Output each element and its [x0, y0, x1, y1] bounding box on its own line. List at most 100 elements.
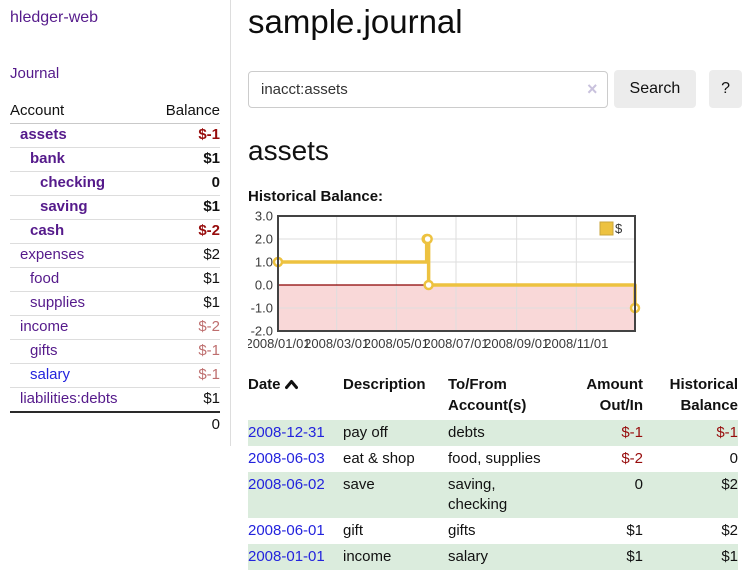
- account-link[interactable]: supplies: [30, 294, 86, 311]
- chart-canvas: $3.0 2.0 1.0 0.0 -1.0 -2.02008/01/012008/03/0…: [248, 211, 641, 351]
- register-col-description: Description: [343, 376, 426, 393]
- register-col-accounts: To/From Account(s): [448, 376, 527, 414]
- svg-text:2008/07/01: 2008/07/01: [423, 336, 488, 351]
- search-input[interactable]: [248, 70, 608, 108]
- main-content: sample.journal × Search ? assets Histori…: [248, 0, 742, 570]
- account-balance: $2: [203, 246, 220, 263]
- transaction-row: 2008-12-31 pay off debts $-1 $-1: [248, 420, 738, 446]
- svg-text:-2.0: -2.0: [251, 324, 273, 339]
- transaction-row: 2008-06-02 save saving, checking 0 $2: [248, 472, 738, 518]
- account-row: food $1: [10, 268, 220, 292]
- svg-text:1.0: 1.0: [255, 255, 273, 270]
- svg-text:2.0: 2.0: [255, 232, 273, 247]
- account-balance: $1: [203, 270, 220, 287]
- account-row: liabilities:debts $1: [10, 388, 220, 413]
- svg-text:2008/03/01: 2008/03/01: [304, 336, 369, 351]
- accounts-total-row: 0: [10, 411, 220, 437]
- historical-balance-chart: $3.0 2.0 1.0 0.0 -1.0 -2.0 2008/01/01 2008/03/0…: [248, 211, 742, 359]
- account-row: bank $1: [10, 148, 220, 172]
- account-link[interactable]: bank: [30, 150, 66, 167]
- account-link[interactable]: food: [30, 270, 60, 287]
- account-link[interactable]: checking: [40, 174, 106, 191]
- transaction-amount: $-1: [621, 424, 643, 441]
- app-title-link[interactable]: hledger-web: [10, 9, 99, 26]
- search-button[interactable]: Search: [613, 70, 697, 108]
- transaction-date-link[interactable]: 2008-01-01: [248, 548, 325, 565]
- accounts-col-account: Account: [10, 99, 150, 124]
- transaction-date: 2008-01-01: [248, 544, 343, 570]
- app-title: hledger-web: [10, 9, 220, 27]
- transaction-date: 2008-06-02: [248, 472, 343, 518]
- account-balance: $-2: [198, 222, 220, 239]
- svg-text:2008/11/01: 2008/11/01: [544, 336, 608, 351]
- account-link[interactable]: saving: [40, 198, 88, 215]
- transaction-balance: $-1: [716, 424, 738, 441]
- transaction-balance: 0: [729, 450, 738, 467]
- accounts-header-row: Account Balance: [10, 99, 220, 124]
- register-header-row: Date Description To/From Account(s) Amou…: [248, 371, 738, 420]
- accounts-total-balance: 0: [149, 411, 220, 437]
- transaction-date-link[interactable]: 2008-06-02: [248, 476, 325, 493]
- transaction-date: 2008-06-01: [248, 518, 343, 544]
- account-balance: $1: [203, 294, 220, 311]
- account-balance: $-1: [198, 126, 220, 143]
- account-heading: assets: [248, 135, 329, 166]
- transaction-accounts: food, supplies: [448, 450, 541, 467]
- transaction-row: 2008-01-01 income salary $1 $1: [248, 544, 738, 570]
- account-row: income $-2: [10, 316, 220, 340]
- transaction-date-link[interactable]: 2008-12-31: [248, 424, 325, 441]
- chart-label: Historical Balance:: [248, 188, 384, 205]
- transaction-date-link[interactable]: 2008-06-03: [248, 450, 325, 467]
- account-link[interactable]: liabilities:debts: [20, 390, 118, 407]
- account-row: supplies $1: [10, 292, 220, 316]
- transaction-balance: $1: [721, 548, 738, 565]
- sidebar-item-journal[interactable]: Journal: [10, 65, 60, 82]
- transaction-amount: $-2: [621, 450, 643, 467]
- account-row: saving $1: [10, 196, 220, 220]
- accounts-col-balance: Balance: [149, 99, 220, 124]
- account-row: salary $-1: [10, 364, 220, 388]
- register-col-amount: Amount Out/In: [586, 376, 643, 414]
- account-link[interactable]: assets: [20, 126, 67, 143]
- account-link[interactable]: salary: [30, 366, 71, 383]
- register-col-date[interactable]: Date: [248, 371, 343, 420]
- sort-ascending-icon[interactable]: [284, 375, 298, 396]
- account-link[interactable]: cash: [30, 222, 65, 239]
- transaction-accounts: saving, checking: [448, 476, 508, 513]
- account-link[interactable]: income: [20, 318, 69, 335]
- account-link[interactable]: expenses: [20, 246, 85, 263]
- transaction-balance: $2: [721, 522, 738, 539]
- svg-text:2008/05/01: 2008/05/01: [364, 336, 429, 351]
- sidebar-nav: Journal: [10, 65, 220, 82]
- transaction-date: 2008-12-31: [248, 420, 343, 446]
- search-form: × Search ?: [248, 70, 742, 108]
- transaction-date-link[interactable]: 2008-06-01: [248, 522, 325, 539]
- transaction-row: 2008-06-03 eat & shop food, supplies $-2 0: [248, 446, 738, 472]
- transaction-accounts: salary: [448, 548, 489, 565]
- register-col-balance: Historical Balance: [669, 376, 738, 414]
- svg-text:-1.0: -1.0: [251, 301, 273, 316]
- register-table: Date Description To/From Account(s) Amou…: [248, 371, 738, 570]
- account-row: expenses $2: [10, 244, 220, 268]
- search-box: ×: [248, 70, 608, 108]
- transaction-description: pay off: [343, 424, 388, 441]
- accounts-body: assets $-1 bank $1 checking 0 saving $1 cash $-2 e…: [10, 124, 220, 413]
- legend-label: $: [615, 221, 623, 236]
- account-balance: $-1: [198, 342, 220, 359]
- transaction-accounts: debts: [448, 424, 485, 441]
- transaction-description: save: [343, 476, 375, 493]
- transaction-row: 2008-06-01 gift gifts $1 $2: [248, 518, 738, 544]
- transaction-amount: $1: [626, 548, 643, 565]
- transaction-amount: $1: [626, 522, 643, 539]
- account-balance: $1: [203, 198, 220, 215]
- page-title: sample.journal: [248, 3, 463, 40]
- transaction-description: eat & shop: [343, 450, 415, 467]
- help-button[interactable]: ?: [709, 70, 742, 108]
- account-link[interactable]: gifts: [30, 342, 58, 359]
- register-body: 2008-12-31 pay off debts $-1 $-1 2008-06-03 ea…: [248, 420, 738, 570]
- account-balance: 0: [211, 174, 220, 191]
- clear-search-icon[interactable]: ×: [587, 78, 598, 99]
- transaction-description: income: [343, 548, 392, 565]
- svg-text:2008/09/01: 2008/09/01: [484, 336, 549, 351]
- svg-text:3.0: 3.0: [255, 211, 273, 224]
